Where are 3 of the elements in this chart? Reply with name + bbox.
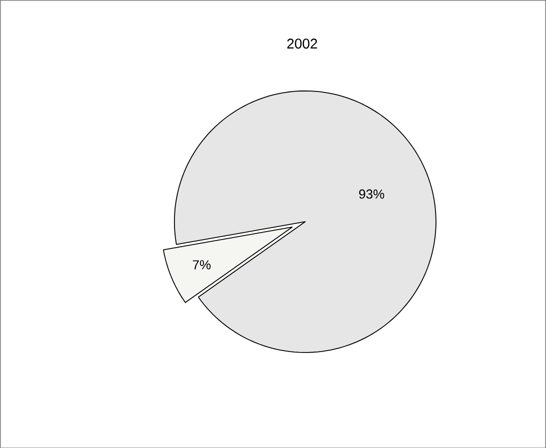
chart-title: 2002	[287, 38, 318, 48]
data-label: 93%	[359, 189, 384, 198]
data-label: 7%	[192, 260, 211, 270]
